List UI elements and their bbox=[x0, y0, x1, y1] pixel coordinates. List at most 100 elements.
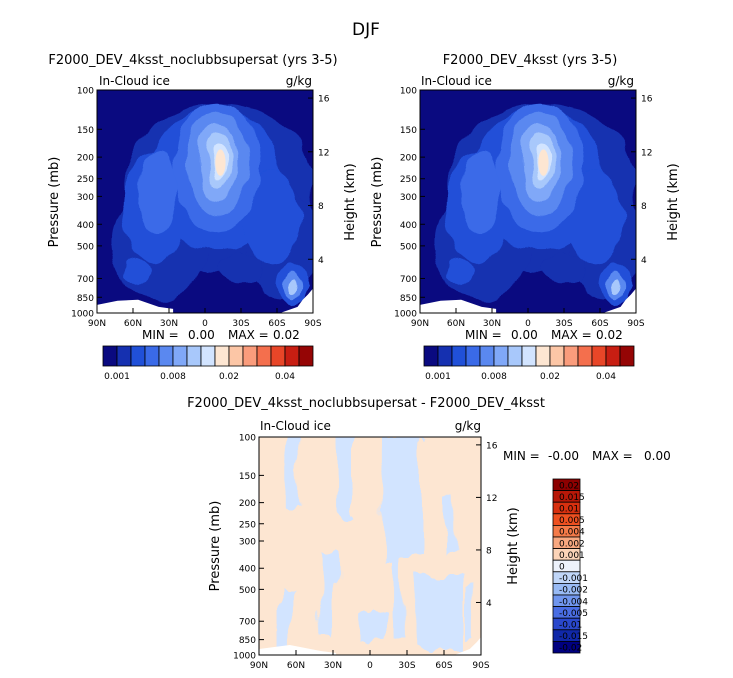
panel-3-ytick-label-0: 100 bbox=[239, 434, 256, 444]
panel-2-y2tick-label-0: 16 bbox=[641, 95, 653, 105]
panel-3-ytick-label-2: 200 bbox=[239, 499, 256, 509]
panel-2-xtick-label-3: 0 bbox=[525, 319, 531, 329]
panel-2-colorbar-box-9 bbox=[549, 345, 565, 367]
panel-1-xtick-label-2: 30N bbox=[160, 319, 178, 329]
panel-1-ytick-label-1: 150 bbox=[77, 126, 94, 136]
panel-2: F2000_DEV_4ksst (yrs 3-5) In-Cloud ice g… bbox=[370, 53, 681, 382]
panel-2-colorbar-label-1: 0.008 bbox=[481, 372, 507, 382]
panel-1-title: F2000_DEV_4ksst_noclubbsupersat (yrs 3-5… bbox=[48, 53, 337, 68]
panel-3-colorbar-label-7: 0 bbox=[559, 563, 565, 573]
panel-2-colorbar-box-3 bbox=[465, 345, 481, 367]
panel-2-ylabel: Pressure (mb) bbox=[370, 157, 385, 248]
panel-1-colorbar-box-14 bbox=[298, 345, 314, 367]
panel-3-y2label: Height (km) bbox=[506, 507, 521, 584]
panel-1-ytick-label-7: 700 bbox=[77, 275, 94, 285]
panel-3-ytick-label-7: 700 bbox=[239, 618, 256, 628]
figure-title: DJF bbox=[352, 20, 380, 40]
panel-2-ytick-label-1: 150 bbox=[400, 126, 417, 136]
panel-2-xtick-label-0: 90N bbox=[411, 319, 429, 329]
panel-1-y2tick-label-0: 16 bbox=[318, 95, 330, 105]
panel-3-min-label: MIN = bbox=[503, 449, 540, 463]
panel-2-colorbar-box-14 bbox=[619, 345, 635, 367]
panel-3-colorbar-box-7 bbox=[552, 559, 581, 573]
panel-3-colorbar-label-9: -0.002 bbox=[559, 586, 588, 596]
panel-3-title: F2000_DEV_4ksst_noclubbsupersat - F2000_… bbox=[187, 396, 545, 411]
panel-3-colorbar-label-5: 0.002 bbox=[559, 539, 585, 549]
panel-3-xtick-label-6: 90S bbox=[472, 661, 489, 671]
panel-2-colorbar-label-0: 0.001 bbox=[425, 372, 451, 382]
panel-3-y2tick-label-2: 8 bbox=[486, 546, 492, 556]
panel-3: F2000_DEV_4ksst_noclubbsupersat - F2000_… bbox=[187, 396, 671, 671]
panel-1-colorbar-box-1 bbox=[116, 345, 132, 367]
panel-1-max-label: MAX = bbox=[228, 328, 269, 342]
panel-2-xtick-label-6: 90S bbox=[627, 319, 644, 329]
panel-1-xtick-label-4: 30S bbox=[232, 319, 249, 329]
panel-2-ytick-label-5: 400 bbox=[400, 221, 417, 231]
panel-1-ytick-label-6: 500 bbox=[77, 242, 94, 252]
panel-1-colorbar-label-1: 0.008 bbox=[160, 372, 186, 382]
panel-3-colorbar-box-14 bbox=[552, 641, 581, 654]
panel-2-min-value: 0.00 bbox=[511, 328, 538, 342]
panel-1-ytick-label-5: 400 bbox=[77, 221, 94, 231]
panel-2-colorbar-box-0 bbox=[423, 345, 439, 367]
panel-3-max-value: 0.00 bbox=[644, 449, 671, 463]
panel-1-y2tick-label-1: 12 bbox=[318, 148, 329, 158]
panel-3-y2tick-label-1: 12 bbox=[486, 494, 497, 504]
panel-2-ytick-label-2: 200 bbox=[400, 154, 417, 164]
panel-1-colorbar: 0.001 0.008 0.02 0.04 bbox=[102, 345, 314, 382]
panel-3-xtick-label-1: 60N bbox=[287, 661, 305, 671]
panel-3-ytick-label-4: 300 bbox=[239, 538, 256, 548]
panel-2-ytick-label-8: 850 bbox=[400, 294, 417, 304]
panel-1-colorbar-box-6 bbox=[186, 345, 202, 367]
panel-1-xtick-label-5: 60S bbox=[268, 319, 285, 329]
panel-1-y2-axis: 16 12 8 4 bbox=[308, 95, 330, 266]
panel-2-colorbar-label-2: 0.02 bbox=[540, 372, 560, 382]
panel-2-colorbar-box-7 bbox=[521, 345, 537, 367]
panel-1-colorbar-box-11 bbox=[256, 345, 272, 367]
panel-3-ytick-label-1: 150 bbox=[239, 472, 256, 482]
panel-2-colorbar-box-4 bbox=[479, 345, 495, 367]
panel-1-min-label: MIN = bbox=[142, 328, 179, 342]
panel-1-colorbar-box-0 bbox=[102, 345, 118, 367]
panel-1-min-value: 0.00 bbox=[188, 328, 215, 342]
panel-1-xtick-label-3: 0 bbox=[202, 319, 208, 329]
panel-1-colorbar-box-2 bbox=[130, 345, 146, 367]
panel-2-ytick-label-0: 100 bbox=[400, 87, 417, 97]
panel-1-xtick-label-1: 60N bbox=[124, 319, 142, 329]
panel-1-colorbar-box-8 bbox=[214, 345, 230, 367]
panel-1-y2tick-label-3: 4 bbox=[318, 256, 324, 266]
panel-2-colorbar-box-5 bbox=[493, 345, 509, 367]
panel-1-y2label: Height (km) bbox=[343, 163, 358, 240]
panel-2-ytick-label-4: 300 bbox=[400, 193, 417, 203]
panel-1-y2tick-label-2: 8 bbox=[318, 202, 324, 212]
panel-2-colorbar-box-11 bbox=[577, 345, 593, 367]
panel-1-colorbar-box-5 bbox=[172, 345, 188, 367]
panel-1-max-value: 0.02 bbox=[273, 328, 300, 342]
panel-2-ytick-label-3: 250 bbox=[400, 175, 417, 185]
panel-3-contour-field bbox=[259, 437, 481, 655]
panel-1-ytick-label-3: 250 bbox=[77, 175, 94, 185]
panel-1-ytick-label-2: 200 bbox=[77, 154, 94, 164]
panel-2-colorbar-box-12 bbox=[591, 345, 607, 367]
panel-1-y-axis: 100 150 200 250 300 400 500 700 850 1000 bbox=[71, 87, 102, 320]
panel-3-xtick-label-4: 30S bbox=[398, 661, 415, 671]
panel-3-units: g/kg bbox=[455, 419, 481, 433]
panel-2-y2tick-label-3: 4 bbox=[641, 256, 647, 266]
panel-2-colorbar-box-13 bbox=[605, 345, 621, 367]
panel-2-xtick-label-1: 60N bbox=[447, 319, 465, 329]
panel-2-colorbar-box-6 bbox=[507, 345, 523, 367]
panel-1-ytick-label-9: 1000 bbox=[71, 310, 94, 320]
panel-2-min-label: MIN = bbox=[465, 328, 502, 342]
panel-1-variable: In-Cloud ice bbox=[99, 74, 170, 88]
panel-3-ytick-label-8: 850 bbox=[239, 636, 256, 646]
panel-2-y2label: Height (km) bbox=[666, 163, 681, 240]
panel-3-ylabel: Pressure (mb) bbox=[208, 501, 223, 592]
panel-3-min-value: -0.00 bbox=[548, 449, 579, 463]
panel-3-y2tick-label-3: 4 bbox=[486, 599, 492, 609]
panel-1-xtick-label-6: 90S bbox=[304, 319, 321, 329]
panel-2-colorbar: 0.001 0.008 0.02 0.04 bbox=[423, 345, 635, 382]
panel-1-colorbar-label-0: 0.001 bbox=[104, 372, 130, 382]
panel-3-ytick-label-6: 500 bbox=[239, 586, 256, 596]
panel-1-colorbar-box-4 bbox=[158, 345, 174, 367]
